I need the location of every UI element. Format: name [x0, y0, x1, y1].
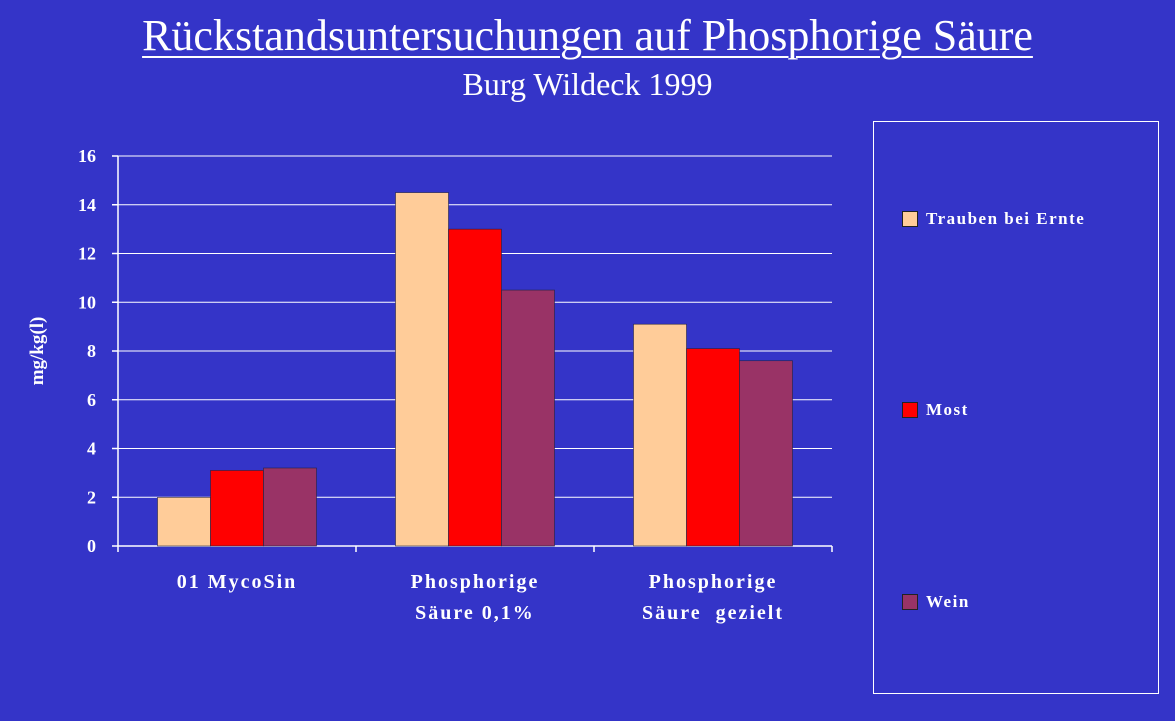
- bar-2-2: [739, 360, 793, 547]
- bar-1-1: [448, 228, 502, 547]
- y-tick-label: 6: [87, 390, 96, 410]
- x-category-label: 01 MycoSin: [177, 571, 298, 593]
- y-tick-label: 8: [87, 341, 96, 361]
- y-axis-label: mg/kg(l): [27, 317, 48, 386]
- legend-label-most: Most: [926, 400, 969, 419]
- legend-swatch-wein: [902, 594, 918, 610]
- bar-0-0: [157, 496, 211, 547]
- legend-swatch-most: [902, 402, 918, 418]
- x-category-label: Säure 0,1%: [415, 602, 535, 624]
- legend-item-trauben: Trauben bei Ernte: [902, 209, 1085, 229]
- y-tick-label: 10: [78, 292, 96, 312]
- y-tick-label: 12: [78, 244, 96, 264]
- bar-2-1: [501, 289, 555, 547]
- legend-label-wein: Wein: [926, 592, 970, 611]
- legend-item-most: Most: [902, 400, 969, 420]
- legend-swatch-trauben: [902, 211, 918, 227]
- legend-item-wein: Wein: [902, 592, 970, 612]
- bar-1-0: [210, 470, 264, 547]
- bar-1-2: [686, 348, 740, 547]
- y-tick-label: 14: [78, 195, 96, 215]
- chart-subtitle: Burg Wildeck 1999: [462, 66, 713, 102]
- chart-title: Rückstandsuntersuchungen auf Phosphorige…: [142, 11, 1033, 60]
- x-category-label: Phosphorige: [649, 571, 778, 593]
- y-tick-label: 0: [87, 536, 96, 556]
- legend: Trauben bei Ernte Most Wein: [873, 121, 1159, 694]
- x-category-label: Phosphorige: [411, 571, 540, 593]
- bar-0-1: [395, 192, 449, 547]
- legend-label-trauben: Trauben bei Ernte: [926, 209, 1086, 228]
- y-tick-label: 2: [87, 487, 96, 507]
- x-category-label: Säure gezielt: [642, 602, 784, 624]
- y-tick-label: 4: [87, 439, 96, 459]
- bar-0-2: [633, 323, 687, 547]
- y-tick-label: 16: [78, 146, 96, 166]
- bar-2-0: [263, 467, 317, 547]
